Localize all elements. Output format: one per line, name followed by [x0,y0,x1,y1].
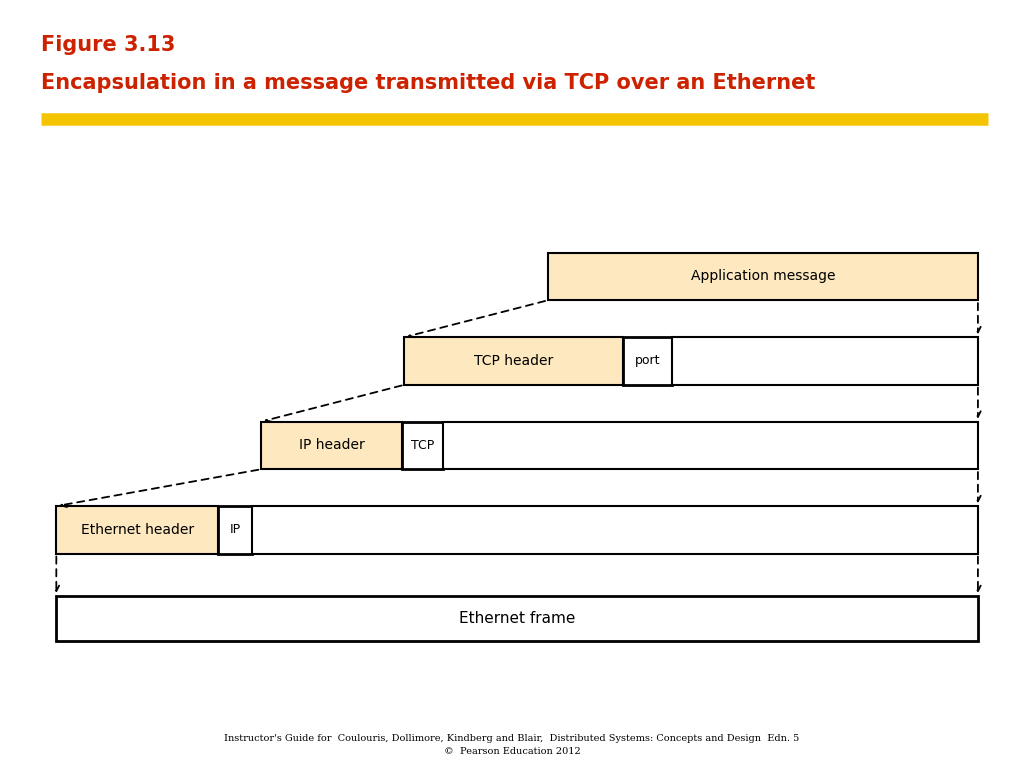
Bar [548,253,978,300]
Bar [252,506,978,554]
Bar [218,506,252,554]
Bar [261,422,402,469]
Bar [443,422,978,469]
Text: Ethernet header: Ethernet header [81,523,194,537]
Text: IP header: IP header [299,439,365,452]
Text: IP: IP [229,524,241,536]
Text: Instructor's Guide for  Coulouris, Dollimore, Kindberg and Blair,  Distributed S: Instructor's Guide for Coulouris, Dollim… [224,734,800,743]
Text: Application message: Application message [690,270,836,283]
Text: TCP header: TCP header [474,354,553,368]
Bar [623,337,672,385]
Text: TCP: TCP [412,439,434,452]
Text: Ethernet frame: Ethernet frame [459,611,575,626]
Bar [672,337,978,385]
Bar [402,422,443,469]
Text: ©  Pearson Education 2012: © Pearson Education 2012 [443,746,581,756]
Bar [404,337,623,385]
Bar [56,506,218,554]
Text: Figure 3.13: Figure 3.13 [41,35,175,55]
Bar [56,596,978,641]
Text: Encapsulation in a message transmitted via TCP over an Ethernet: Encapsulation in a message transmitted v… [41,73,815,93]
Text: port: port [635,355,659,367]
